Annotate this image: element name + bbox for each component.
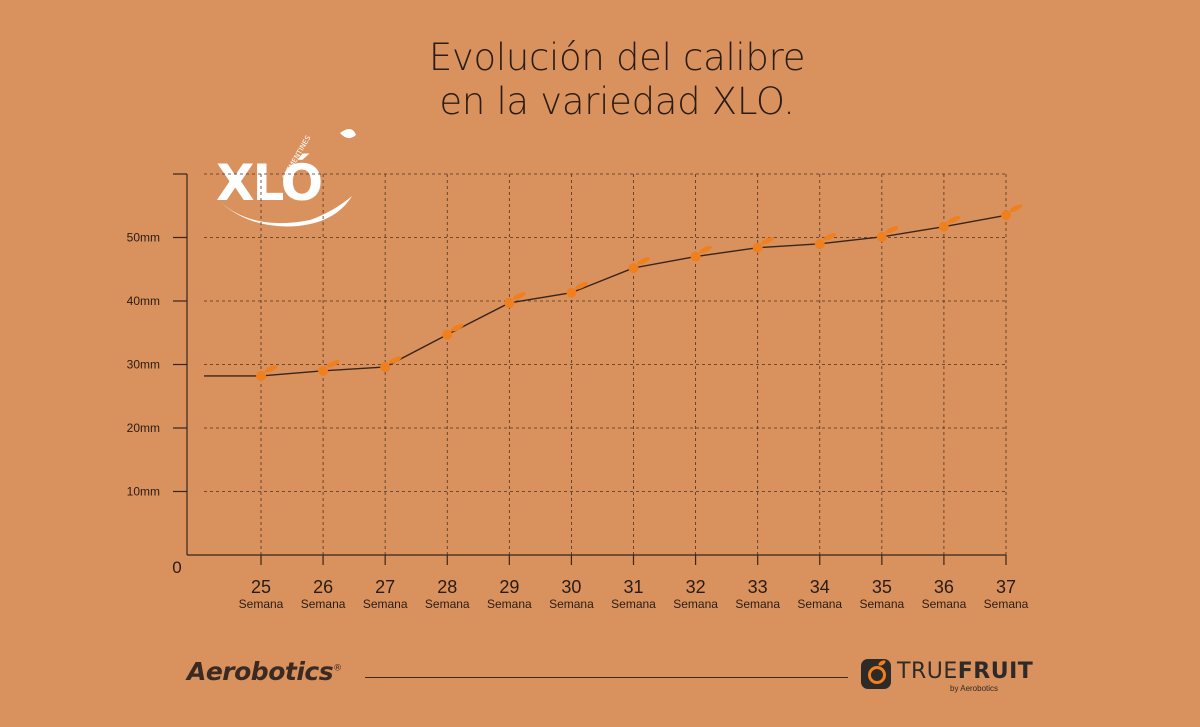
truefruit-light: TRUE — [897, 659, 958, 684]
data-point-leaf — [699, 245, 713, 254]
x-tick-sublabel: Semana — [611, 597, 656, 611]
data-point-dot — [814, 238, 825, 249]
data-point — [1001, 204, 1023, 221]
data-point — [876, 226, 899, 242]
x-tick-label: 33 — [748, 577, 768, 597]
x-tick-label: 29 — [499, 577, 519, 597]
data-point-leaf — [326, 360, 340, 368]
x-tick-sublabel: Semana — [859, 597, 904, 611]
series-line — [204, 214, 1007, 377]
chart-title: Evolución del calibre en la variedad XLO… — [0, 36, 1200, 124]
data-point — [318, 360, 340, 376]
chart-title-line-2: en la variedad XLO. — [439, 80, 795, 123]
x-tick-label: 34 — [810, 577, 830, 597]
y-tick-label: 10mm — [127, 485, 160, 499]
data-point-dot — [1001, 210, 1011, 221]
data-point — [380, 356, 402, 373]
data-point — [752, 236, 775, 253]
data-point-dot — [876, 231, 887, 242]
logo-swoosh — [216, 196, 352, 227]
data-point-dot — [628, 262, 639, 273]
x-tick-label: 32 — [686, 577, 706, 597]
x-tick-sublabel: Semana — [425, 597, 470, 611]
truefruit-leaf — [877, 659, 887, 667]
data-point-leaf — [823, 233, 837, 241]
x-tick-sublabel: Semana — [797, 597, 842, 611]
data-point — [442, 323, 464, 340]
data-point-dot — [318, 365, 329, 376]
footer-divider — [365, 677, 848, 678]
data-point-leaf — [637, 257, 650, 265]
data-point-leaf — [885, 226, 899, 234]
x-tick-sublabel: Semana — [301, 597, 346, 611]
data-point — [504, 292, 526, 308]
logo-text: XLÓ — [216, 153, 321, 212]
data-point-leaf — [761, 236, 775, 245]
x-tick-sublabel: Semana — [363, 597, 408, 611]
y-tick-label: 30mm — [127, 358, 160, 372]
data-point-leaf — [450, 323, 464, 332]
chart-title-line-1: Evolución del calibre — [428, 36, 806, 79]
data-point-leaf — [574, 282, 588, 290]
data-point-dot — [752, 242, 763, 253]
data-point — [566, 282, 588, 298]
x-tick-sublabel: Semana — [487, 597, 532, 611]
x-tick-sublabel: Semana — [735, 597, 780, 611]
x-tick-label: 36 — [934, 577, 954, 597]
y-tick-label: 50mm — [127, 231, 160, 245]
data-point — [938, 215, 961, 232]
truefruit-icon — [861, 659, 891, 689]
data-point-dot — [504, 297, 515, 308]
truefruit-subtitle: by Aerobotics — [950, 684, 999, 693]
x-tick-sublabel: Semana — [549, 597, 594, 611]
data-point — [690, 245, 713, 262]
x-tick-sublabel: Semana — [984, 597, 1029, 611]
x-tick-label: 30 — [561, 577, 581, 597]
data-point-dot — [690, 251, 701, 262]
x-tick-label: 28 — [437, 577, 457, 597]
data-point-dot — [566, 287, 577, 298]
aerobotics-logo: Aerobotics® — [187, 657, 342, 686]
x-tick-label: 27 — [375, 577, 395, 597]
data-point — [814, 233, 837, 249]
x-tick-label: 31 — [623, 577, 643, 597]
x-tick-label: 25 — [251, 577, 271, 597]
data-point — [256, 365, 278, 381]
truefruit-bold: FRUIT — [957, 659, 1034, 684]
data-point-leaf — [264, 365, 278, 373]
x-tick-label: 26 — [313, 577, 333, 597]
x-tick-label: 35 — [872, 577, 892, 597]
registered-mark: ® — [333, 663, 342, 674]
data-point-leaf — [947, 215, 961, 224]
x-tick-sublabel: Semana — [673, 597, 718, 611]
xlo-logo: XLÓ CLEMENTINES — [216, 128, 356, 227]
x-tick-sublabel: Semana — [239, 597, 284, 611]
data-point-leaf — [1009, 204, 1023, 213]
y-origin-label: 0 — [172, 558, 181, 577]
x-tick-label: 37 — [996, 577, 1016, 597]
data-point-leaf — [388, 356, 402, 364]
y-tick-label: 20mm — [127, 421, 160, 435]
data-point-dot — [442, 329, 453, 340]
data-point — [628, 257, 650, 273]
y-tick-label: 40mm — [127, 294, 160, 308]
data-point-dot — [380, 362, 391, 373]
logo-leaf — [340, 128, 356, 139]
data-point-dot — [256, 370, 266, 381]
data-point-leaf — [512, 292, 526, 300]
data-point-dot — [938, 221, 949, 232]
truefruit-ring — [868, 666, 886, 684]
x-tick-sublabel: Semana — [922, 597, 967, 611]
aerobotics-name: Aerobotics — [187, 657, 334, 686]
truefruit-logo: TRUEFRUIT — [897, 659, 1033, 684]
